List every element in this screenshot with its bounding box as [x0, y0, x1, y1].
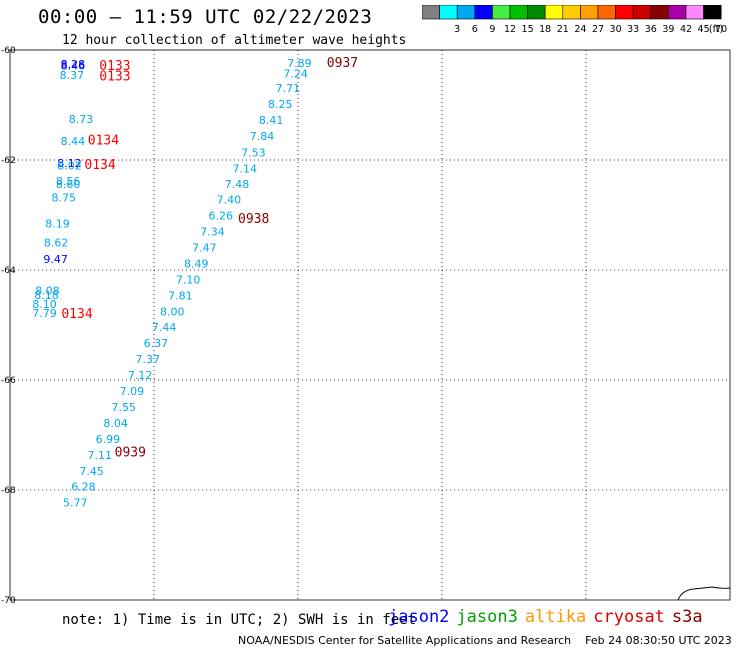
- wave-height-label: 8.46: [61, 59, 86, 72]
- wave-height-label: 6.99: [96, 433, 121, 446]
- wave-height-label: 8.08: [35, 284, 60, 297]
- wave-height-label: 7.71: [276, 82, 301, 95]
- scale-tick-label: 18: [539, 24, 551, 35]
- wave-height-label: 8.25: [268, 98, 293, 111]
- wave-height-color-scale: 3 6 9 12 15 18 21 24 27 30 33 36 39 42 45 70(ft): [422, 5, 727, 35]
- wave-height-label: 7.14: [232, 162, 257, 175]
- wave-height-label: 7.47: [192, 241, 217, 254]
- pass-time-label: 0134: [84, 158, 115, 173]
- wave-height-label: 7.89: [287, 57, 312, 70]
- latitude-tick-label: -70: [1, 596, 16, 605]
- scale-tick-label: 30: [610, 24, 622, 35]
- wave-height-label: 8.04: [103, 417, 128, 430]
- pass-time-label: 0133: [99, 69, 130, 84]
- scale-tick-label: 24: [574, 24, 586, 35]
- pass-time-label: 0938: [238, 212, 269, 227]
- wave-height-label: 8.60: [56, 178, 81, 191]
- wave-height-label: 8.44: [61, 135, 86, 148]
- scale-tick-label: 42: [680, 24, 692, 35]
- wave-height-label: 7.37: [136, 353, 161, 366]
- scale-tick-label: 6: [472, 24, 478, 35]
- wave-height-label: 8.62: [44, 237, 69, 250]
- altimeter-map: -15-12-9-6-30-60-62-64-66-68-708.288.468…: [1, 46, 731, 605]
- pass-time-label: 0134: [61, 307, 92, 322]
- scale-tick-label: 33: [627, 24, 639, 35]
- wave-height-label: 8.28: [61, 58, 86, 71]
- wave-height-label: 7.81: [168, 289, 193, 302]
- wave-height-label: 8.19: [45, 217, 70, 230]
- latitude-tick-label: -66: [1, 376, 16, 386]
- latitude-tick-label: -64: [1, 266, 16, 276]
- wave-height-label: 8.12: [57, 157, 82, 170]
- credit-line: NOAA/NESDIS Center for Satellite Applica…: [238, 634, 732, 647]
- map-frame: [9, 49, 731, 601]
- map-subtitle: 12 hour collection of altimeter wave hei…: [62, 33, 407, 48]
- wave-height-label: 8.73: [69, 113, 94, 126]
- scale-swatch: [703, 5, 722, 20]
- wave-height-label: 7.79: [32, 307, 57, 320]
- wave-height-label: 9.47: [43, 253, 68, 266]
- legend-item-cryosat: cryosat: [593, 607, 665, 627]
- scale-tick-label: 36: [645, 24, 657, 35]
- scale-tick-label: 15: [522, 24, 534, 35]
- legend-item-jason2: jason2: [388, 607, 450, 627]
- wave-height-label: 6.28: [71, 481, 96, 494]
- wave-height-label: 7.40: [217, 194, 242, 207]
- credit-text: NOAA/NESDIS Center for Satellite Applica…: [238, 634, 572, 647]
- latitude-tick-label: -62: [1, 156, 16, 166]
- wave-height-label: 7.48: [225, 178, 250, 191]
- wave-height-label: 7.10: [176, 273, 201, 286]
- wave-height-label: 8.02: [57, 160, 82, 173]
- pass-time-label: 0133: [99, 59, 130, 74]
- scale-tick-label: 45: [698, 24, 710, 35]
- wave-height-label: 7.24: [283, 68, 308, 81]
- wave-height-label: 8.56: [56, 175, 81, 188]
- wave-height-label: 6.26: [208, 210, 233, 223]
- legend-item-jason3: jason3: [456, 607, 518, 627]
- scale-tick-label: 39: [662, 24, 674, 35]
- wave-height-label: 7.44: [152, 321, 177, 334]
- pass-time-label: 0939: [115, 446, 146, 461]
- wave-height-label: 8.37: [60, 69, 85, 82]
- wave-height-label: 7.84: [250, 130, 275, 143]
- wave-height-label: 7.12: [128, 369, 153, 382]
- wave-height-label: 7.09: [120, 385, 145, 398]
- wave-height-label: 8.49: [184, 257, 209, 270]
- latitude-tick-label: -60: [1, 46, 16, 56]
- latitude-tick-label: -68: [1, 486, 16, 496]
- scale-unit: (ft): [709, 24, 723, 35]
- wave-height-label: 7.55: [112, 401, 137, 414]
- wave-height-label: 7.11: [88, 449, 113, 462]
- scale-tick-label: 12: [504, 24, 516, 35]
- wave-height-label: 7.53: [241, 146, 266, 159]
- scale-tick-label: 70: [715, 24, 727, 35]
- wave-height-label: 8.18: [34, 289, 59, 302]
- wave-height-label: 8.41: [259, 114, 284, 127]
- wave-height-label: 8.75: [52, 191, 77, 204]
- scale-tick-label: 9: [489, 24, 495, 35]
- coastline: [677, 586, 731, 601]
- pass-time-label: 0937: [327, 56, 358, 71]
- wave-height-label: 5.77: [63, 497, 88, 510]
- wave-height-label: 6.37: [144, 337, 169, 350]
- wave-height-label: 7.34: [200, 226, 225, 239]
- pass-time-label: 0134: [88, 134, 119, 149]
- legend-item-altika: altika: [524, 607, 587, 627]
- wave-height-label: 8.10: [32, 298, 57, 311]
- scale-tick-label: 3: [454, 24, 460, 35]
- scale-tick-label: 21: [557, 24, 569, 35]
- legend-item-s3a: s3a: [671, 607, 703, 627]
- footer-note: note: 1) Time is in UTC; 2) SWH is in fe…: [62, 612, 417, 628]
- generated-timestamp: Feb 24 08:30:50 UTC 2023: [585, 634, 732, 647]
- scale-tick-label: 27: [592, 24, 604, 35]
- wave-height-label: 7.45: [79, 465, 104, 478]
- map-title: 00:00 – 11:59 UTC 02/22/2023: [38, 6, 373, 28]
- satellite-legend: jason2 jason3 altika cryosat s3a: [388, 607, 710, 627]
- wave-height-label: 8.00: [160, 305, 185, 318]
